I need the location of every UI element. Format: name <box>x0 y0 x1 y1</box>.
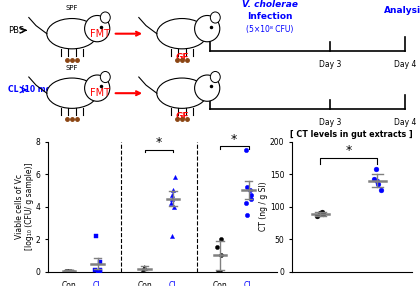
Point <box>65 269 72 274</box>
Point <box>67 269 74 274</box>
Point <box>243 201 249 206</box>
Point <box>64 269 71 274</box>
Point <box>217 269 223 274</box>
Point <box>319 212 326 217</box>
Point <box>168 234 175 238</box>
Text: *: * <box>156 136 162 149</box>
Text: Con: Con <box>137 281 152 286</box>
Y-axis label: CT (ng / g SI): CT (ng / g SI) <box>260 182 268 231</box>
Point <box>248 196 255 201</box>
Point <box>92 268 98 272</box>
Text: SPF: SPF <box>66 5 78 11</box>
Point <box>141 265 148 270</box>
Point <box>97 268 104 272</box>
Ellipse shape <box>47 78 97 108</box>
Point <box>170 188 176 193</box>
Point <box>95 269 102 274</box>
Point <box>217 253 224 258</box>
Ellipse shape <box>194 75 220 101</box>
Text: (5×10⁸ CFU): (5×10⁸ CFU) <box>246 25 294 34</box>
Ellipse shape <box>210 12 220 23</box>
Ellipse shape <box>210 72 220 83</box>
Point <box>214 245 221 250</box>
Ellipse shape <box>84 75 110 101</box>
Text: V. cholerae: V. cholerae <box>242 0 298 9</box>
Point <box>319 210 326 214</box>
Text: GF: GF <box>175 112 189 121</box>
Text: PBS: PBS <box>8 26 24 35</box>
Text: Day 3: Day 3 <box>319 118 341 127</box>
Point <box>64 269 71 274</box>
Ellipse shape <box>100 12 110 23</box>
Ellipse shape <box>157 19 207 49</box>
Point <box>372 167 379 171</box>
Point <box>168 196 175 201</box>
Point <box>139 269 146 274</box>
Point <box>139 268 146 272</box>
Text: Day 4: Day 4 <box>394 59 416 69</box>
Text: Analysis: Analysis <box>384 6 420 15</box>
Text: FMT: FMT <box>90 88 140 98</box>
Point <box>243 212 250 217</box>
Text: GF: GF <box>175 53 189 62</box>
Title: [ CT levels in gut extracts ]: [ CT levels in gut extracts ] <box>290 130 413 139</box>
Point <box>314 214 320 219</box>
Text: *: * <box>231 133 237 146</box>
Text: SPF: SPF <box>66 65 78 71</box>
Text: Day 4: Day 4 <box>394 118 416 127</box>
Point <box>243 147 249 152</box>
Point <box>317 211 323 215</box>
Point <box>374 178 381 183</box>
Point <box>378 188 385 193</box>
Point <box>66 269 73 274</box>
Text: *: * <box>346 144 352 156</box>
Text: Con: Con <box>62 281 76 286</box>
Ellipse shape <box>100 72 110 83</box>
Y-axis label: Viable cells of Vc
[log₁₀ (CFU/ g sample)]: Viable cells of Vc [log₁₀ (CFU/ g sample… <box>15 163 34 250</box>
Ellipse shape <box>194 15 220 42</box>
Text: CL: CL <box>244 281 253 286</box>
Point <box>247 188 254 193</box>
Point <box>171 175 178 180</box>
Point <box>96 260 103 264</box>
Text: CL: CL <box>168 281 178 286</box>
Point <box>63 269 70 274</box>
Point <box>374 182 381 186</box>
Point <box>93 234 100 238</box>
Text: Infection: Infection <box>247 12 293 21</box>
Point <box>244 185 251 189</box>
Text: CL: CL <box>93 281 102 286</box>
Point <box>168 201 174 206</box>
Point <box>171 204 177 209</box>
Text: FMT: FMT <box>90 29 140 39</box>
Ellipse shape <box>84 15 110 42</box>
Point <box>96 269 102 274</box>
Point <box>217 237 224 241</box>
Point <box>141 265 147 269</box>
Ellipse shape <box>157 78 207 108</box>
Point <box>169 193 176 198</box>
Point <box>370 176 377 181</box>
Point <box>97 269 103 274</box>
Point <box>68 269 75 274</box>
Text: CL (10 mg): CL (10 mg) <box>8 85 55 94</box>
Text: Day 3: Day 3 <box>319 59 341 69</box>
Text: Con: Con <box>213 281 227 286</box>
Point <box>140 267 147 271</box>
Ellipse shape <box>47 19 97 49</box>
Point <box>215 269 222 274</box>
Point <box>248 193 255 198</box>
